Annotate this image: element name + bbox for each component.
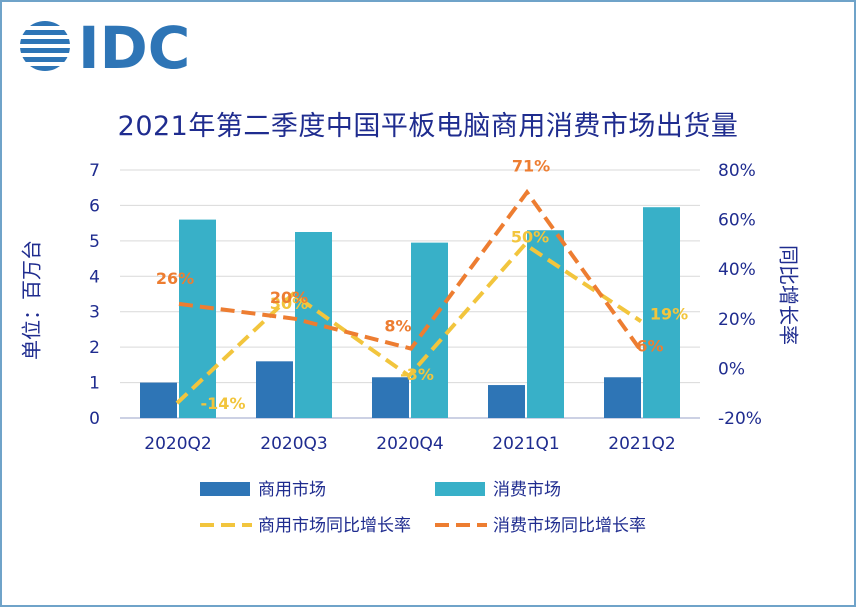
legend-label: 商用市场 bbox=[258, 480, 326, 500]
data-label: 50% bbox=[511, 227, 549, 246]
data-label: 30% bbox=[270, 294, 308, 313]
x-tick-label: 2021Q1 bbox=[492, 434, 559, 454]
bar-commercial bbox=[604, 377, 641, 418]
data-label: 20% bbox=[270, 288, 308, 307]
y-tick-label: 1 bbox=[89, 374, 100, 394]
series-line-consumer-yoy bbox=[178, 188, 645, 355]
bar-commercial bbox=[256, 361, 293, 418]
data-label: -3% bbox=[400, 365, 434, 384]
data-label: 71% bbox=[512, 156, 550, 175]
legend-swatch bbox=[435, 482, 485, 496]
y-tick-label: 4 bbox=[89, 267, 100, 287]
x-tick-label: 2020Q2 bbox=[144, 434, 211, 454]
data-label: 8% bbox=[384, 317, 411, 336]
y-tick-label: 0 bbox=[89, 409, 100, 429]
bar-commercial bbox=[372, 377, 409, 418]
legend-label: 商用市场同比增长率 bbox=[258, 516, 411, 536]
y-tick-label: 5 bbox=[89, 232, 100, 252]
legend-label: 消费市场 bbox=[493, 480, 561, 500]
bar-consumer bbox=[527, 230, 564, 418]
legend-swatch bbox=[200, 482, 250, 496]
bar-consumer bbox=[411, 242, 448, 418]
y2-tick-label: -20% bbox=[718, 409, 762, 429]
logo-text: IDC bbox=[78, 18, 190, 74]
data-label: -14% bbox=[201, 394, 246, 413]
bar-consumer bbox=[179, 219, 216, 418]
data-label: 19% bbox=[650, 304, 688, 323]
bar-commercial bbox=[488, 385, 525, 418]
y-tick-label: 2 bbox=[89, 338, 100, 358]
idc-logo: IDC bbox=[20, 18, 190, 74]
y2-tick-label: 40% bbox=[718, 260, 756, 280]
y-tick-label: 3 bbox=[89, 303, 100, 323]
y-tick-label: 6 bbox=[89, 196, 100, 216]
x-tick-label: 2021Q2 bbox=[608, 434, 675, 454]
chart-title: 2021年第二季度中国平板电脑商用消费市场出货量 bbox=[117, 111, 739, 142]
y2-tick-label: 0% bbox=[718, 359, 745, 379]
data-label: 26% bbox=[156, 269, 194, 288]
x-tick-label: 2020Q4 bbox=[376, 434, 443, 454]
y2-tick-label: 60% bbox=[718, 211, 756, 231]
x-tick-label: 2020Q3 bbox=[260, 434, 327, 454]
legend-label: 消费市场同比增长率 bbox=[493, 516, 646, 536]
y2-tick-label: 20% bbox=[718, 310, 756, 330]
y2-tick-label: 80% bbox=[718, 161, 756, 181]
data-label: 6% bbox=[636, 337, 663, 356]
bar-commercial bbox=[140, 382, 177, 418]
y-tick-label: 7 bbox=[89, 161, 100, 181]
series-line-commercial-yoy bbox=[175, 241, 643, 405]
bar-consumer bbox=[643, 207, 680, 418]
